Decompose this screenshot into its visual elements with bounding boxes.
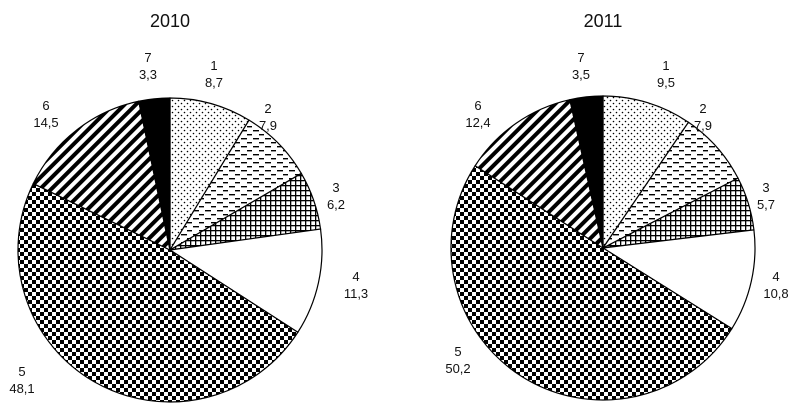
slice-category-label-2010-4: 4	[352, 269, 359, 284]
slice-value-label-2010-3: 6,2	[327, 197, 345, 212]
slice-category-label-2010-3: 3	[332, 180, 339, 195]
pie-slice-2010-5	[17, 182, 299, 403]
chart-title-2010: 2010	[150, 11, 190, 31]
slice-category-label-2011-5: 5	[454, 344, 461, 359]
slice-category-label-2011-2: 2	[699, 101, 706, 116]
chart-title-2011: 2011	[584, 11, 623, 31]
pie-slice-2010-7	[137, 97, 171, 251]
pie-slice-2011-5	[450, 164, 733, 401]
slice-value-label-2011-4: 10,8	[763, 286, 788, 301]
slice-category-label-2011-7: 7	[577, 50, 584, 65]
pie-slice-2011-7	[569, 95, 604, 249]
slice-value-label-2011-2: 7,9	[694, 118, 712, 133]
pie-slice-2010-6	[32, 100, 171, 252]
slice-value-label-2011-3: 5,7	[757, 197, 775, 212]
slice-value-label-2011-5: 50,2	[445, 361, 470, 376]
slice-value-label-2011-1: 9,5	[657, 75, 675, 90]
slice-category-label-2011-6: 6	[474, 98, 481, 113]
slice-value-label-2010-5: 48,1	[9, 381, 34, 396]
slice-category-label-2010-7: 7	[144, 50, 151, 65]
slice-category-label-2010-6: 6	[42, 98, 49, 113]
slice-value-label-2011-6: 12,4	[465, 115, 490, 130]
slice-value-label-2010-6: 14,5	[33, 115, 58, 130]
pie-chart-2011: 2011 1 9,5 2 7,9 3 5,7 4 10,8 5 50,2 6 12,4 7 3,5	[445, 11, 789, 401]
slice-category-label-2011-3: 3	[762, 180, 769, 195]
slice-category-label-2011-4: 4	[772, 269, 779, 284]
pie-slice-2010-4	[168, 228, 323, 334]
slice-value-label-2011-7: 3,5	[572, 67, 590, 82]
pie-slice-2010-1	[169, 97, 250, 253]
pie-slice-2011-4	[601, 229, 756, 330]
pie-slice-2011-6	[474, 98, 604, 250]
slice-category-label-2011-1: 1	[662, 58, 669, 73]
slice-category-label-2010-1: 1	[210, 58, 217, 73]
slice-value-label-2010-4: 11,3	[344, 286, 368, 301]
pie-chart-2010: 2010 1 8,7 2 7,9 3 6,2 4 11,3 5 48,1 6 14,5 7 3,3	[9, 11, 368, 403]
slice-category-label-2010-5: 5	[18, 364, 25, 379]
pie-slice-2011-1	[602, 95, 690, 250]
slice-value-label-2010-2: 7,9	[259, 118, 277, 133]
slice-value-label-2010-7: 3,3	[139, 67, 157, 82]
slice-value-label-2010-1: 8,7	[205, 75, 223, 90]
slice-category-label-2010-2: 2	[264, 101, 271, 116]
